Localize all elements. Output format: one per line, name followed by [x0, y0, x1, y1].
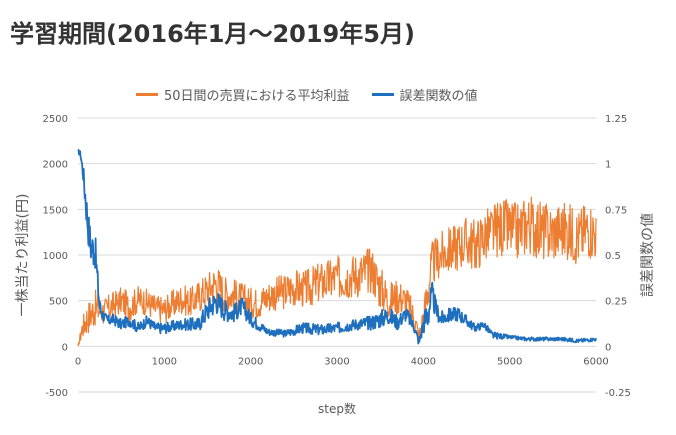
y-left-tick-label: 0	[62, 342, 68, 353]
y-right-axis-title: 誤差関数の値	[640, 213, 656, 297]
series-line-profit	[77, 196, 597, 347]
page-title: 学習期間(2016年1月～2019年5月)	[10, 20, 415, 48]
y-left-tick-label: -500	[45, 388, 68, 399]
y-right-tick-label: 1	[605, 160, 611, 171]
y-left-tick-label: 1500	[43, 205, 68, 216]
legend-label-profit: 50日間の売買における平均利益	[164, 89, 350, 104]
legend-swatch-loss	[371, 93, 394, 96]
x-tick-label: 6000	[583, 356, 608, 367]
x-tick-label: 4000	[411, 356, 436, 367]
legend-swatch-profit	[136, 93, 158, 96]
x-tick-label: 3000	[324, 356, 349, 367]
y-right-tick-label: 1.25	[605, 114, 627, 125]
x-tick-label: 1000	[152, 356, 177, 367]
legend-label-loss: 誤差関数の値	[399, 89, 478, 104]
y-right-tick-label: 0.25	[605, 297, 627, 308]
y-right-tick-label: 0.5	[605, 251, 621, 262]
y-left-axis-title: 一株当たり利益(円)	[15, 194, 31, 317]
y-right-tick-label: -0.25	[605, 388, 631, 399]
y-left-tick-label: 2500	[43, 114, 68, 125]
series-line-loss	[77, 148, 597, 345]
y-right-tick-label: 0	[605, 342, 611, 353]
legend: 50日間の売買における平均利益 誤差関数の値	[136, 85, 500, 104]
y-right-tick-label: 0.75	[605, 205, 627, 216]
x-tick-label: 5000	[497, 356, 522, 367]
legend-item-loss: 誤差関数の値	[371, 85, 478, 104]
y-left-tick-label: 1000	[43, 251, 68, 262]
x-tick-label: 2000	[238, 356, 263, 367]
y-left-tick-label: 500	[49, 297, 68, 308]
legend-item-profit: 50日間の売買における平均利益	[136, 85, 350, 104]
x-axis-title: step数	[318, 401, 356, 416]
y-left-tick-label: 2000	[43, 160, 68, 171]
x-tick-label: 0	[75, 356, 81, 367]
